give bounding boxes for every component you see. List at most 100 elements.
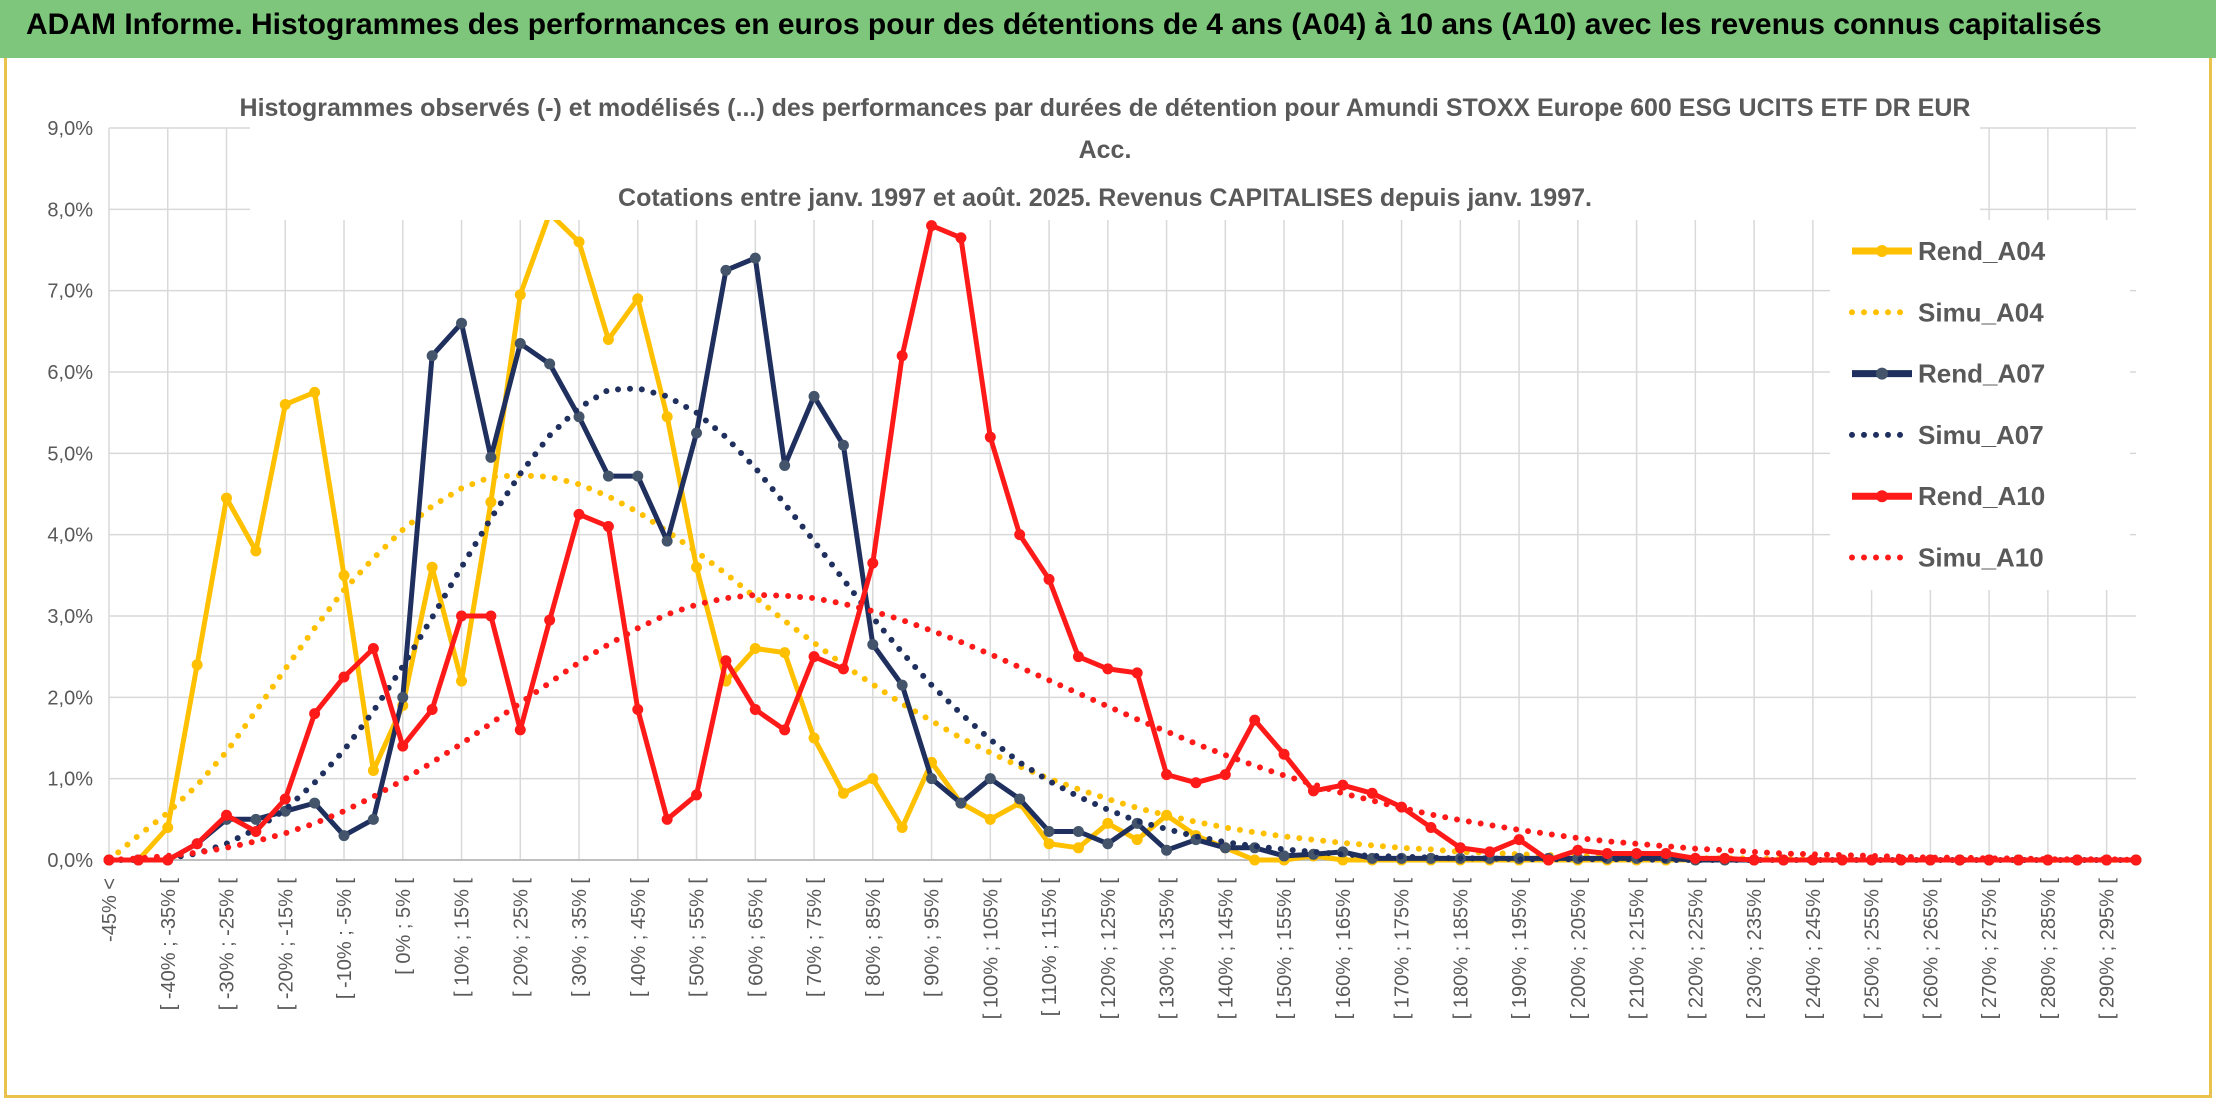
x-tick-label: [ 210% ; 215% [ — [1627, 878, 1649, 1020]
data-point — [632, 470, 644, 482]
data-point — [309, 386, 321, 398]
data-point — [749, 252, 761, 264]
data-point — [602, 521, 614, 533]
data-point — [1190, 777, 1202, 789]
x-tick-label: [ 180% ; 185% [ — [1450, 878, 1472, 1020]
data-point — [808, 390, 820, 402]
data-point — [1307, 785, 1319, 797]
data-point — [926, 773, 938, 785]
data-point — [691, 561, 703, 573]
x-tick-label: [ 70% ; 75% [ — [804, 878, 826, 997]
data-point — [1454, 842, 1466, 854]
legend-label: Rend_A04 — [1918, 236, 2046, 266]
x-tick-label: [ 0% ; 5% [ — [393, 878, 415, 975]
legend-label: Rend_A07 — [1918, 359, 2045, 389]
data-point — [1425, 821, 1437, 833]
x-tick-label: [ 20% ; 25% [ — [510, 878, 532, 997]
data-point — [661, 535, 673, 547]
data-point — [191, 659, 203, 671]
series-line — [109, 223, 2136, 863]
data-point — [456, 317, 468, 329]
data-point — [1219, 842, 1231, 854]
data-point — [837, 787, 849, 799]
data-point — [602, 333, 614, 345]
data-point — [1777, 854, 1789, 866]
data-point — [221, 492, 233, 504]
data-point — [720, 655, 732, 667]
data-point — [837, 439, 849, 451]
legend-label: Simu_A07 — [1918, 420, 2044, 450]
data-point — [338, 671, 350, 683]
legend-item: Simu_A07 — [1849, 420, 2044, 450]
data-point — [426, 350, 438, 362]
data-point — [1102, 663, 1114, 675]
data-point — [1337, 779, 1349, 791]
y-tick-label: 3,0% — [47, 606, 93, 628]
x-tick-label: [ -40% ; -35% [ — [158, 878, 180, 1011]
legend-label: Simu_A10 — [1918, 543, 2044, 573]
x-tick-label: [ 50% ; 55% [ — [687, 878, 709, 997]
x-tick-label: [ 60% ; 65% [ — [745, 878, 767, 997]
data-point — [955, 232, 967, 244]
data-point — [1072, 842, 1084, 854]
data-point — [1748, 854, 1760, 866]
data-point — [1161, 769, 1173, 781]
data-point — [779, 647, 791, 659]
x-tick-label: [ 110% ; 115% [ — [1039, 878, 1061, 1017]
data-point — [1542, 854, 1554, 866]
chart-title-line-3: Cotations entre janv. 1997 et août. 2025… — [618, 184, 1592, 212]
legend-item: Simu_A10 — [1849, 543, 2044, 573]
x-tick-label: [ 200% ; 205% [ — [1568, 878, 1590, 1020]
data-point — [367, 643, 379, 655]
data-point — [602, 470, 614, 482]
legend-item: Rend_A07 — [1852, 359, 2045, 389]
data-point — [896, 350, 908, 362]
legend-marker — [1876, 367, 1888, 380]
data-point — [367, 813, 379, 825]
data-point — [837, 663, 849, 675]
x-tick-label: [ 90% ; 95% [ — [922, 878, 944, 997]
data-point — [1102, 817, 1114, 829]
x-tick-label: [ 130% ; 135% [ — [1157, 878, 1179, 1020]
x-tick-label: [ 170% ; 175% [ — [1392, 878, 1414, 1020]
legend-marker — [1876, 245, 1888, 257]
data-point — [1043, 573, 1055, 585]
data-point — [367, 765, 379, 777]
data-point — [984, 813, 996, 825]
legend-label: Rend_A10 — [1918, 481, 2045, 511]
legend-label: Simu_A04 — [1918, 297, 2044, 327]
data-point — [867, 638, 879, 650]
data-point — [397, 691, 409, 703]
x-tick-label: [ 230% ; 235% [ — [1744, 878, 1766, 1020]
data-point — [456, 610, 468, 622]
data-point — [573, 236, 585, 248]
data-point — [1131, 834, 1143, 846]
chart-title: Histogrammes observés (-) et modélisés (… — [240, 82, 1980, 220]
x-tick-label: [ 100% ; 105% [ — [980, 878, 1002, 1020]
header-banner: ADAM Informe. Histogrammes des performan… — [0, 0, 2216, 58]
x-tick-label: [ 190% ; 195% [ — [1509, 878, 1531, 1020]
data-point — [250, 826, 262, 838]
x-tick-label: [ 290% ; 295% [ — [2097, 878, 2119, 1020]
x-tick-label: [ 80% ; 85% [ — [863, 878, 885, 997]
x-tick-label: [ 240% ; 245% [ — [1803, 878, 1825, 1020]
data-point — [279, 793, 291, 805]
data-point — [1249, 714, 1261, 726]
data-point — [1072, 651, 1084, 663]
series-Simu_A10 — [106, 591, 2139, 863]
series-line — [106, 591, 2139, 863]
data-point — [632, 704, 644, 716]
y-tick-label: 2,0% — [47, 687, 93, 709]
data-point — [720, 264, 732, 276]
data-point — [632, 293, 644, 305]
data-point — [1278, 748, 1290, 760]
data-point — [397, 740, 409, 752]
data-point — [1719, 852, 1731, 864]
data-point — [1102, 838, 1114, 850]
data-point — [1072, 826, 1084, 838]
data-point — [279, 399, 291, 411]
data-point — [1249, 854, 1261, 866]
data-point — [1043, 838, 1055, 850]
data-point — [691, 789, 703, 801]
